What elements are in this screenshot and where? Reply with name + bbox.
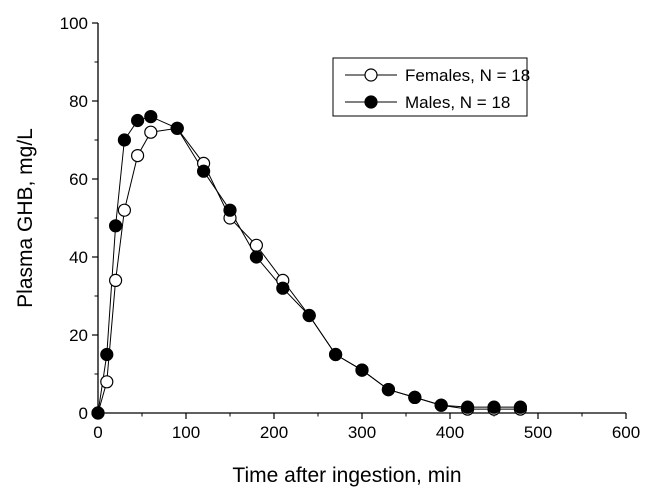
plot-area: 0 100 200 300 400 500 600 0 20 40 60 80 100 bbox=[60, 14, 641, 442]
data-point-males bbox=[302, 308, 316, 323]
x-tick-label: 100 bbox=[172, 423, 200, 442]
data-point-males bbox=[108, 219, 123, 233]
x-tick-label: 500 bbox=[524, 423, 552, 442]
data-point-males bbox=[144, 109, 158, 124]
data-point-females bbox=[100, 375, 114, 389]
data-point-females bbox=[108, 273, 123, 287]
y-axis-title: Plasma GHB, mg/L bbox=[14, 128, 37, 308]
data-point-males bbox=[223, 203, 237, 217]
data-point-males bbox=[249, 250, 263, 264]
x-tick-label: 0 bbox=[93, 423, 102, 442]
x-tick-label: 200 bbox=[260, 423, 288, 442]
y-tick-label: 80 bbox=[69, 92, 88, 111]
data-point-males bbox=[131, 113, 145, 128]
data-point-males bbox=[100, 347, 114, 362]
legend-label-males: Males, N = 18 bbox=[405, 93, 510, 112]
y-ticks: 0 20 40 60 80 100 bbox=[60, 14, 98, 423]
x-axis-title: Time after ingestion, min bbox=[232, 464, 461, 487]
series-line-males bbox=[97, 116, 521, 414]
series-layer bbox=[91, 109, 528, 420]
data-point-males bbox=[513, 400, 528, 414]
data-point-males bbox=[276, 281, 290, 295]
data-point-males bbox=[197, 164, 211, 178]
data-point-males bbox=[381, 383, 395, 397]
data-point-females bbox=[131, 149, 145, 163]
data-point-males bbox=[434, 398, 448, 412]
y-tick-label: 0 bbox=[79, 404, 88, 423]
legend: Females, N = 18 Males, N = 18 bbox=[332, 57, 530, 117]
data-point-males bbox=[170, 121, 184, 135]
legend-item-females: Females, N = 18 bbox=[345, 66, 530, 85]
y-tick-label: 40 bbox=[69, 248, 88, 267]
x-ticks: 0 100 200 300 400 500 600 bbox=[93, 413, 640, 442]
series-line-females bbox=[97, 127, 521, 414]
legend-marker-females bbox=[364, 68, 378, 82]
y-tick-label: 60 bbox=[69, 170, 88, 189]
legend-box bbox=[332, 57, 528, 117]
legend-marker-males bbox=[364, 95, 378, 109]
legend-item-males: Males, N = 18 bbox=[345, 93, 510, 112]
data-point-males bbox=[408, 390, 422, 404]
data-point-males bbox=[329, 347, 343, 362]
y-tick-label: 20 bbox=[69, 326, 88, 345]
data-point-females bbox=[144, 125, 158, 139]
data-point-females bbox=[249, 238, 263, 252]
x-tick-label: 600 bbox=[612, 423, 640, 442]
data-point-females bbox=[117, 203, 132, 217]
data-point-males bbox=[117, 133, 132, 147]
data-point-males bbox=[91, 406, 105, 420]
data-point-males bbox=[355, 363, 369, 377]
y-tick-label: 100 bbox=[60, 14, 88, 33]
legend-label-females: Females, N = 18 bbox=[405, 66, 530, 85]
data-point-males bbox=[487, 400, 501, 414]
x-tick-label: 300 bbox=[348, 423, 376, 442]
data-point-males bbox=[461, 400, 475, 414]
x-tick-label: 400 bbox=[436, 423, 464, 442]
